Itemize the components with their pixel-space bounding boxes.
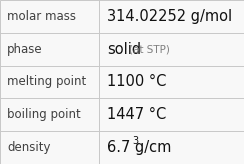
Text: solid: solid [107,42,142,57]
Text: 1100 °C: 1100 °C [107,74,167,90]
Text: 314.02252 g/mol: 314.02252 g/mol [107,9,233,24]
Text: 3: 3 [133,136,139,146]
Text: molar mass: molar mass [7,10,76,23]
Text: melting point: melting point [7,75,87,89]
Text: density: density [7,141,51,154]
Text: boiling point: boiling point [7,108,81,121]
Text: 1447 °C: 1447 °C [107,107,167,122]
Text: 6.7 g/cm: 6.7 g/cm [107,140,172,155]
Text: phase: phase [7,43,43,56]
Text: (at STP): (at STP) [129,44,170,54]
